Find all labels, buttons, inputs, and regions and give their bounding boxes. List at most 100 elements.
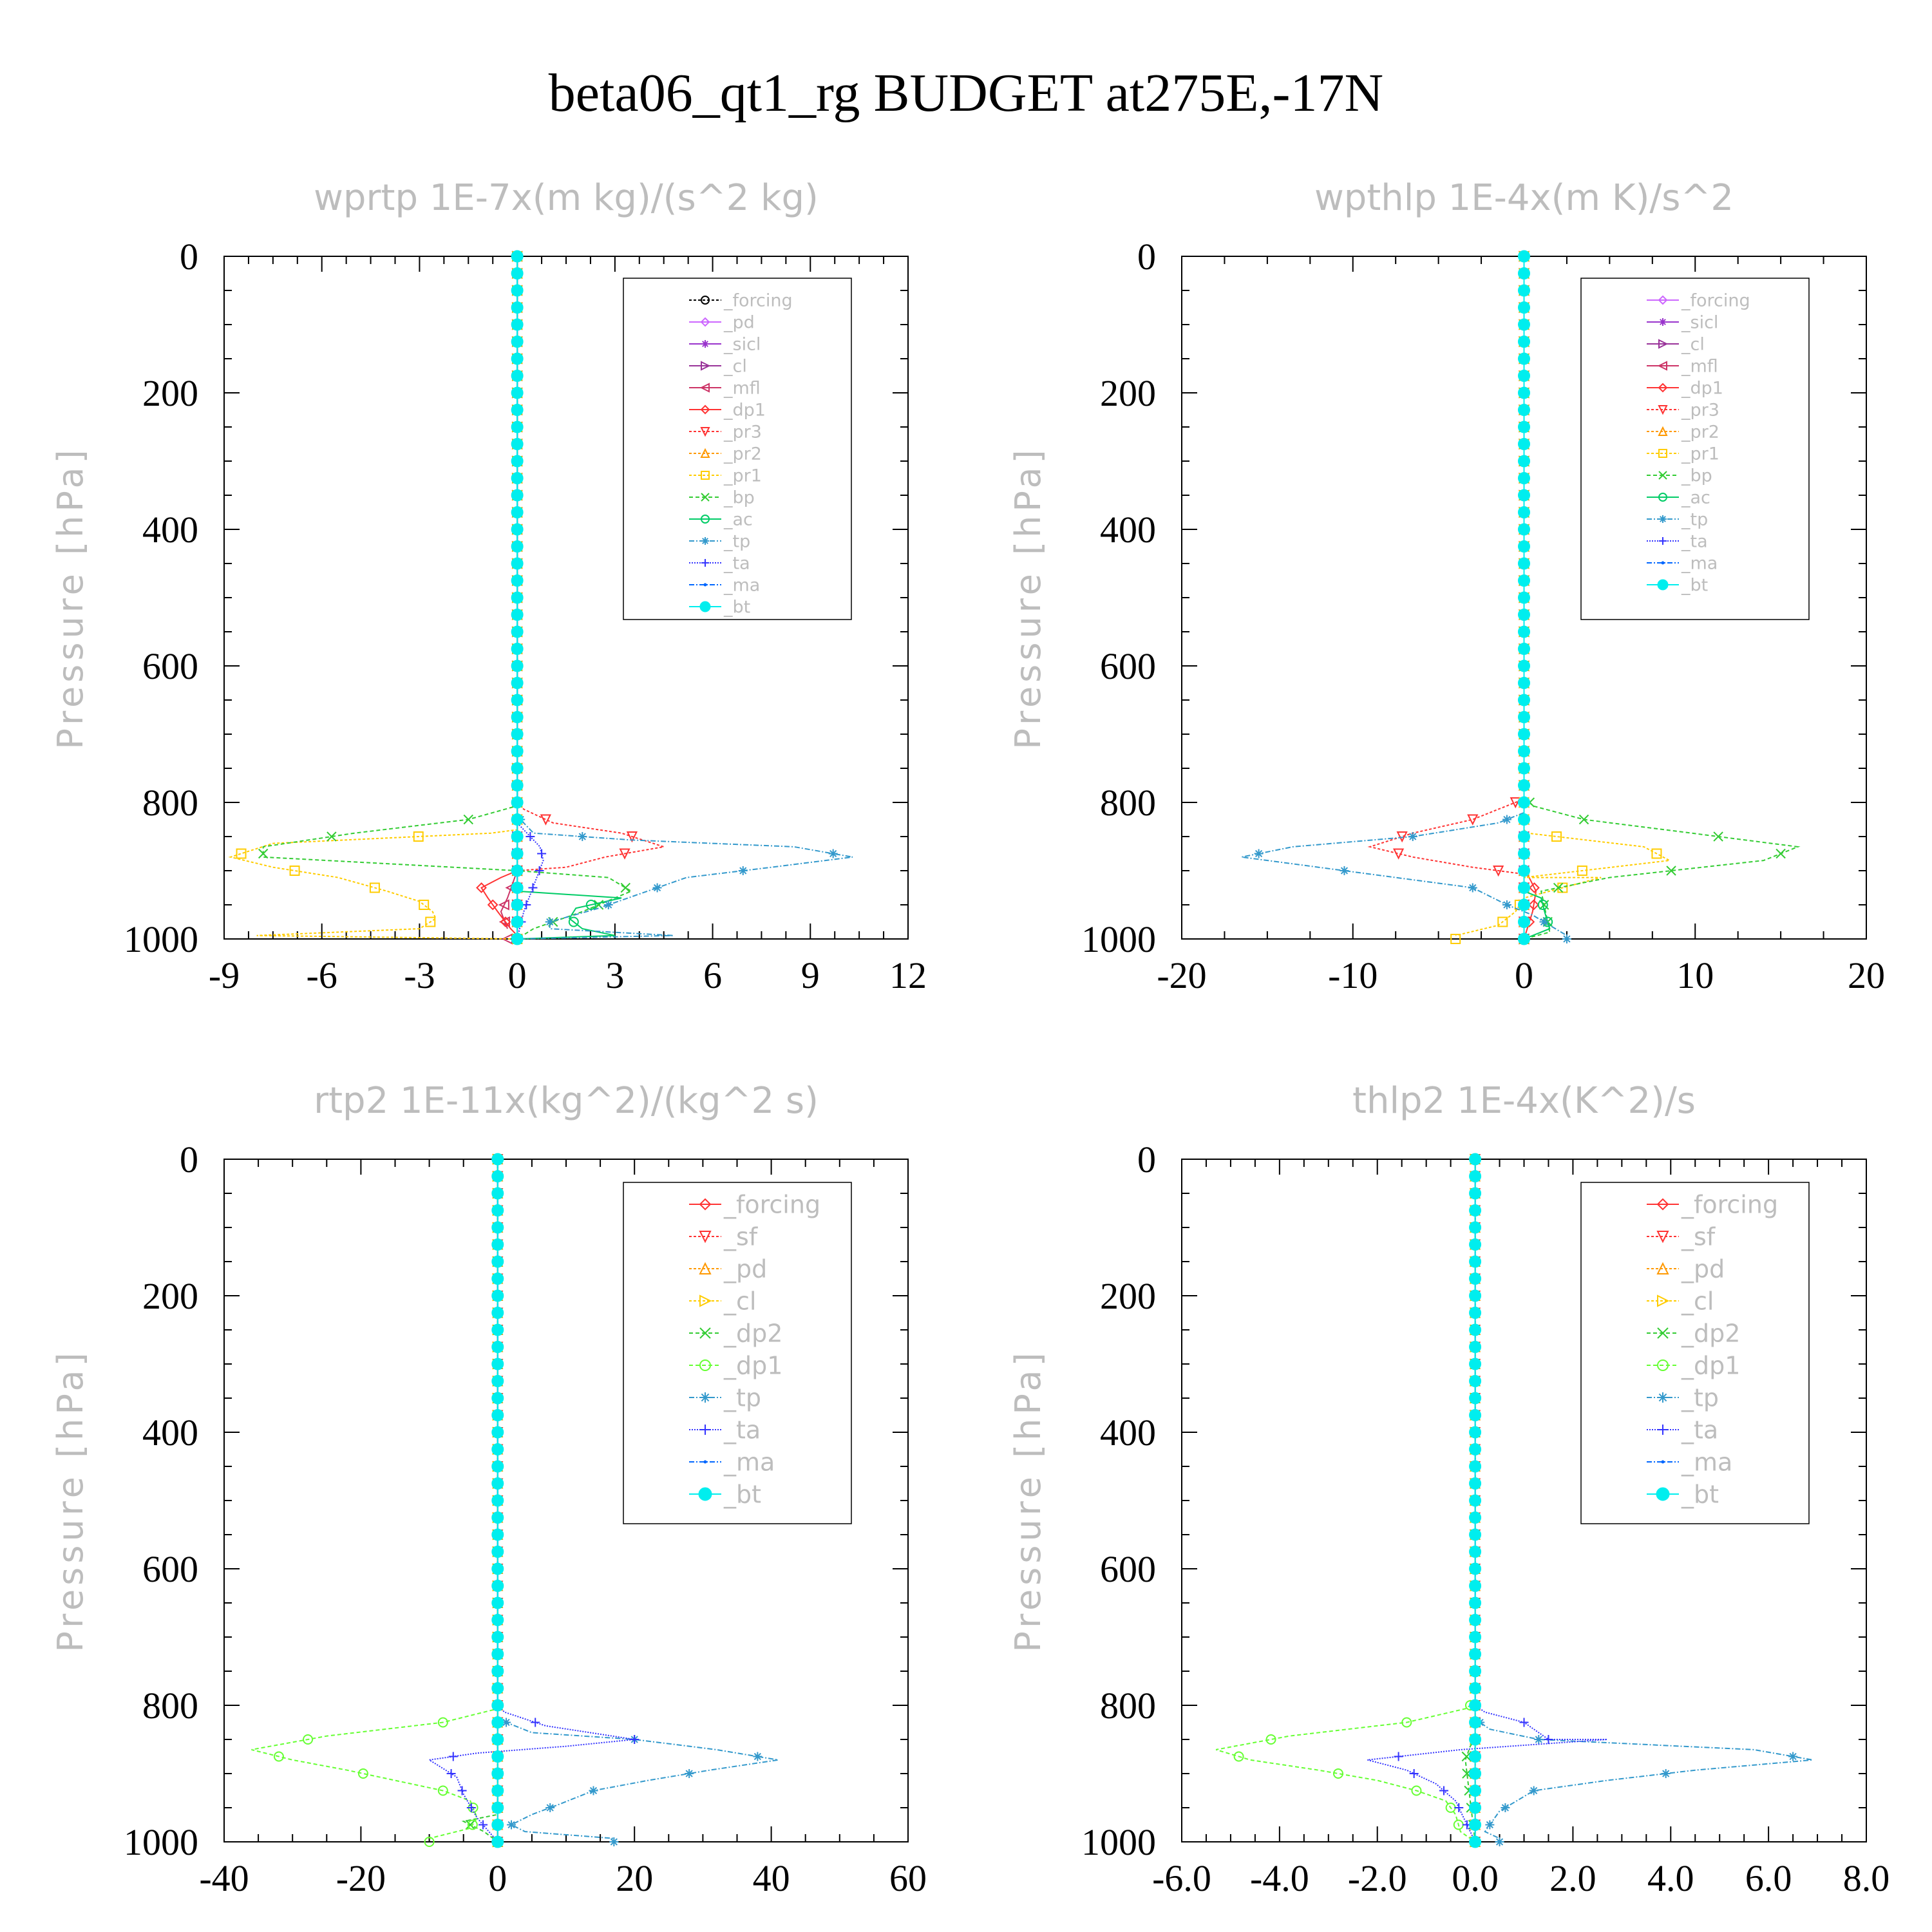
data-point <box>491 1648 504 1660</box>
data-point <box>1529 1786 1539 1795</box>
data-point <box>1493 866 1504 877</box>
data-point <box>491 1460 504 1473</box>
data-point <box>1539 917 1549 927</box>
legend-marker <box>700 317 710 327</box>
data-point <box>511 864 524 877</box>
data-point <box>1661 1769 1671 1778</box>
data-point <box>1544 1735 1553 1744</box>
legend-label: _sicl <box>723 334 761 354</box>
data-point <box>258 848 269 859</box>
data-point <box>1518 677 1530 689</box>
chart-panel-1: wprtp 1E-7x(m kg)/(s^2 kg) 0 200 400 600 800 1… <box>50 177 927 996</box>
legend-label: _ma <box>1681 553 1718 573</box>
data-point <box>1469 1767 1482 1780</box>
data-point <box>1469 1733 1482 1746</box>
data-point <box>491 1819 504 1831</box>
data-point <box>753 1752 762 1761</box>
legend-marker <box>1656 1487 1670 1501</box>
data-point <box>236 848 247 859</box>
y-tick-label: 400 <box>1100 509 1156 551</box>
legend-marker <box>1658 426 1668 436</box>
legend-label: _ta <box>723 553 750 573</box>
legend-marker <box>703 1460 707 1464</box>
data-point <box>1519 1718 1529 1727</box>
x-tick-label: 0 <box>488 1857 507 1899</box>
data-point <box>1469 1409 1482 1421</box>
legend-label: _bt <box>723 597 750 617</box>
data-point <box>1469 1443 1482 1455</box>
data-point <box>491 1375 504 1387</box>
data-point <box>491 1562 504 1575</box>
legend-marker <box>699 1262 712 1274</box>
data-point <box>545 917 554 927</box>
x-tick-label: 10 <box>1676 954 1714 996</box>
data-point <box>1485 1820 1495 1830</box>
legend-marker <box>1659 537 1667 545</box>
data-point <box>1534 1735 1544 1744</box>
x-tick-label: 6 <box>703 954 722 996</box>
x-tick-label: -20 <box>336 1857 386 1899</box>
data-point <box>1518 386 1530 399</box>
data-point <box>1518 557 1530 570</box>
data-point <box>1469 1323 1482 1336</box>
legend-marker <box>1658 295 1668 305</box>
data-point <box>1468 883 1477 893</box>
series-line <box>1241 256 1567 936</box>
data-point <box>491 1204 504 1217</box>
data-point <box>511 694 524 706</box>
legend-label: _dp1 <box>723 1351 782 1379</box>
x-tick-label: 20 <box>616 1857 653 1899</box>
data-point <box>491 1801 504 1814</box>
chart-panel-4: thlp2 1E-4x(K^2)/s02004006008001000-6.0-… <box>1008 1080 1889 1899</box>
data-point <box>1469 1153 1482 1166</box>
data-point <box>1518 779 1530 791</box>
data-point <box>491 1409 504 1421</box>
data-point <box>437 1785 448 1796</box>
data-point <box>1518 933 1530 945</box>
data-point <box>1518 625 1530 638</box>
legend-marker <box>699 1359 711 1371</box>
legend-marker <box>1658 1392 1668 1403</box>
legend-marker <box>699 1294 712 1307</box>
legend-label: _tp <box>723 1383 761 1412</box>
x-tick-label: 60 <box>889 1857 927 1899</box>
legend-marker <box>700 448 710 458</box>
legend-marker <box>1657 1359 1669 1371</box>
data-point <box>1518 643 1530 655</box>
legend-label: _pr1 <box>1681 444 1719 464</box>
data-point <box>828 849 838 858</box>
x-tick-label: -6 <box>307 954 337 996</box>
legend-box <box>1580 1182 1810 1524</box>
y-tick-label: 600 <box>1100 1548 1156 1590</box>
data-point <box>1518 711 1530 723</box>
x-tick-label: -6.0 <box>1152 1857 1211 1899</box>
data-point <box>1469 1375 1482 1387</box>
data-point <box>511 284 524 297</box>
legend-label: _sf <box>1681 1222 1716 1251</box>
x-tick-label: 9 <box>801 954 820 996</box>
data-point <box>1518 540 1530 553</box>
legend-label: _tp <box>723 531 750 551</box>
data-point <box>1469 1460 1482 1473</box>
data-point <box>1562 934 1571 943</box>
data-point <box>1518 864 1530 877</box>
legend-marker <box>698 1487 712 1501</box>
data-point <box>511 591 524 604</box>
series-line <box>251 1159 498 1839</box>
legend-box <box>623 1182 852 1524</box>
data-point <box>1461 1751 1472 1762</box>
data-point <box>511 386 524 399</box>
data-point <box>511 609 524 621</box>
legend-label: _bt <box>723 1480 761 1508</box>
data-point <box>1469 1511 1482 1524</box>
legend-label: _tp <box>1681 509 1708 529</box>
data-point <box>425 916 436 927</box>
series-dp1 <box>1215 1154 1481 1847</box>
data-point <box>1651 848 1662 859</box>
legend-marker <box>699 601 711 612</box>
data-point <box>1518 336 1530 348</box>
data-point <box>511 421 524 433</box>
y-tick-label: 800 <box>142 1685 198 1727</box>
data-point <box>1518 284 1530 297</box>
